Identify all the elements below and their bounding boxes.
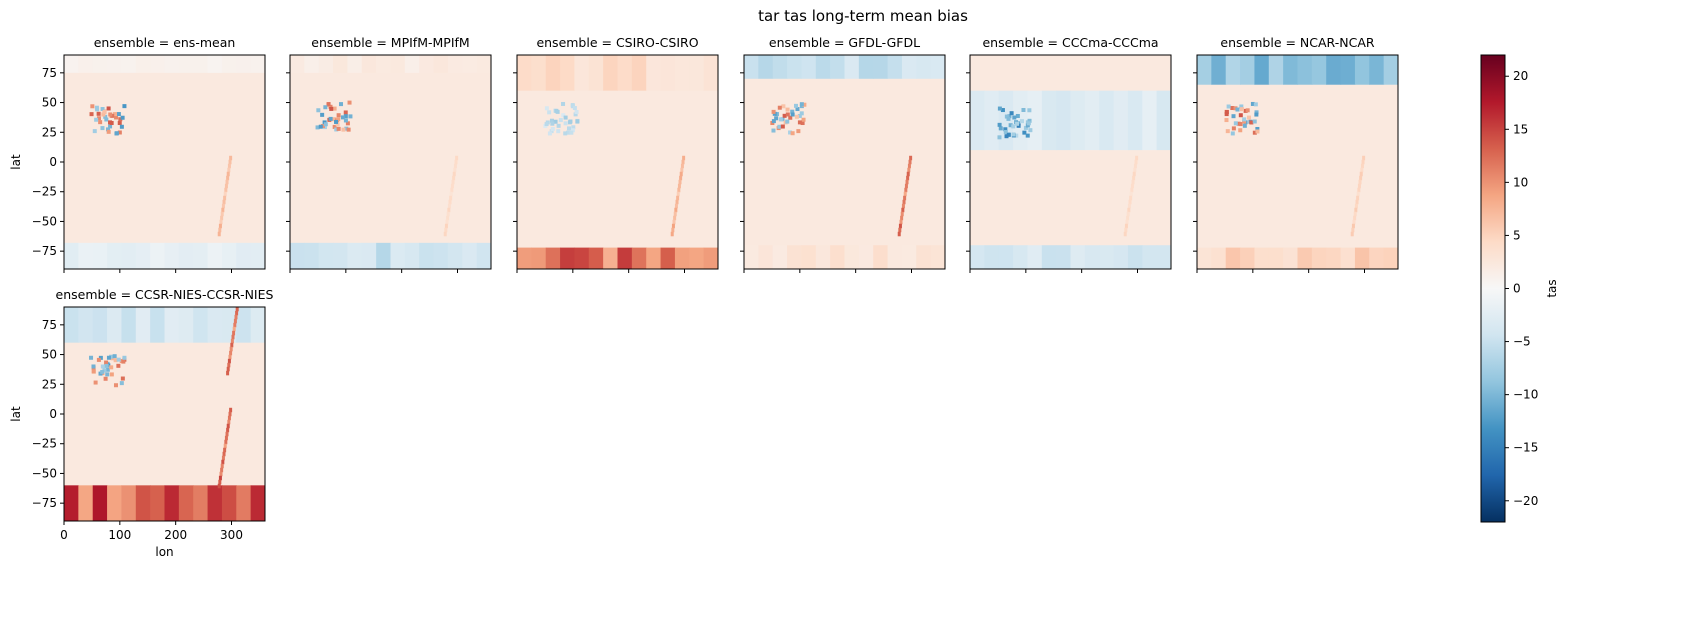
facet-panel: ensemble = CSIRO-CSIRO [513,35,719,273]
facet-panel: ensemble = ens-mean −75 −50 −25 0 25 50 75 lat [9,35,266,273]
y-tick-label: −50 [32,466,57,480]
panel-title: ensemble = GFDL-GFDL [769,35,920,50]
figure-title: tar tas long-term mean bias [758,7,968,25]
panel-title: ensemble = CCCma-CCCma [982,35,1158,50]
facet-panel: ensemble = CCCma-CCCma [966,35,1172,273]
colorbar-gradient [1480,54,1506,523]
y-tick-label: −25 [32,437,57,451]
x-tick-label: 200 [164,528,187,542]
panel-title: ensemble = NCAR-NCAR [1220,35,1374,50]
facet-panel: ensemble = MPIfM-MPIfM [286,35,492,273]
colorbar-tick-label: 0 [1513,282,1521,296]
x-tick-label: 300 [220,528,243,542]
colorbar-tick-label: 20 [1513,69,1528,83]
x-tick-label: 0 [60,528,68,542]
facet-panel: ensemble = GFDL-GFDL [740,35,946,273]
y-tick-label: −75 [32,244,57,258]
y-tick-label: −25 [32,185,57,199]
colorbar-tick-label: −5 [1513,335,1531,349]
y-tick-label: 0 [49,155,57,169]
colorbar-tick-label: −15 [1513,441,1538,455]
heatmap-field [970,55,1171,269]
colorbar-tick-label: 15 [1513,122,1528,136]
y-tick-label: −75 [32,496,57,510]
y-tick-label: 25 [42,125,57,139]
colorbar: −20 −15 −10 −5 0 5 10 15 20 tas [1480,54,1559,523]
colorbar-label: tas [1545,279,1559,297]
facet-panel: ensemble = NCAR-NCAR [1193,35,1399,273]
heatmap-field [290,55,491,269]
colorbar-tick-label: 10 [1513,175,1528,189]
y-tick-label: −50 [32,214,57,228]
heatmap-field [64,55,265,269]
y-tick-label: 75 [42,318,57,332]
y-tick-label: 75 [42,66,57,80]
y-tick-label: 50 [42,348,57,362]
y-tick-label: 25 [42,377,57,391]
y-tick-label: 0 [49,407,57,421]
facet-panels: ensemble = ens-mean−75−50−250255075laten… [9,35,1399,559]
y-axis-label: lat [9,154,23,170]
y-axis-label: lat [9,406,23,422]
heatmap-field [517,55,718,269]
heatmap-field [1197,55,1398,269]
heatmap-field [64,307,265,521]
panel-title: ensemble = ens-mean [94,35,236,50]
y-tick-label: 50 [42,96,57,110]
panel-title: ensemble = CCSR-NIES-CCSR-NIES [56,287,274,302]
x-axis-label: lon [155,545,173,559]
x-tick-label: 100 [108,528,131,542]
heatmap-field [744,55,945,269]
panel-title: ensemble = MPIfM-MPIfM [311,35,469,50]
colorbar-tick-label: 5 [1513,228,1521,242]
colorbar-tick-label: −20 [1513,494,1538,508]
facet-panel: ensemble = CCSR-NIES-CCSR-NIES −75 −50 −25 0… [9,287,274,559]
panel-title: ensemble = CSIRO-CSIRO [536,35,698,50]
colorbar-tick-label: −10 [1513,388,1538,402]
